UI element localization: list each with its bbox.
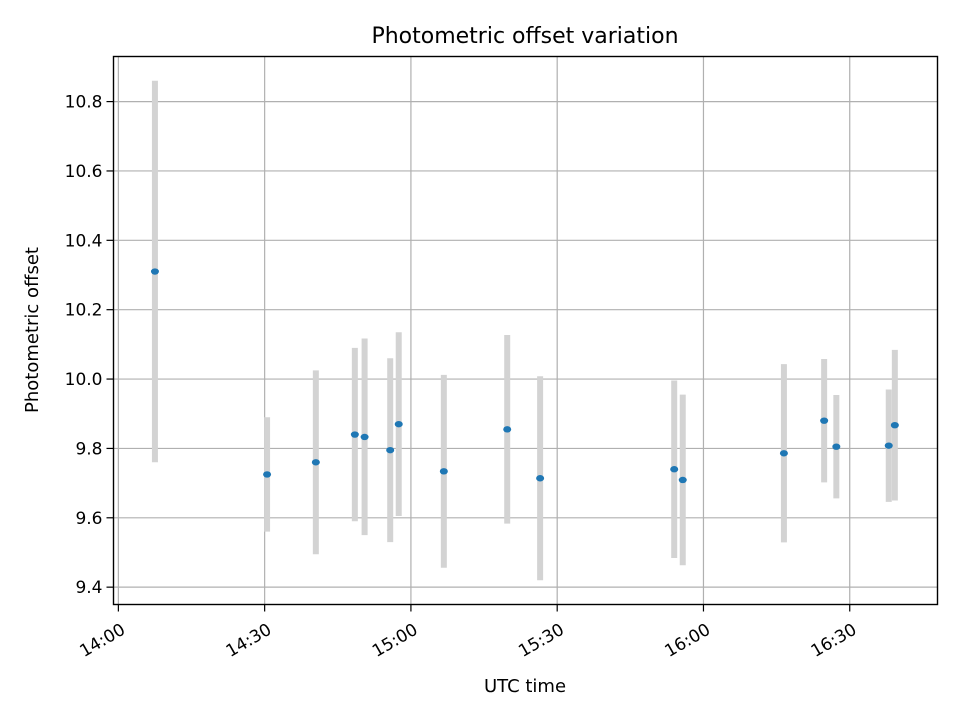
data-point <box>678 476 687 484</box>
y-tick-label: 10.6 <box>65 162 103 182</box>
data-points <box>150 268 899 484</box>
data-point <box>263 471 272 478</box>
x-axis-label: UTC time <box>484 676 566 697</box>
y-tick-label: 9.4 <box>75 578 102 598</box>
data-point <box>394 420 403 428</box>
data-point <box>820 417 829 424</box>
x-tick-label: 14:00 <box>76 620 128 662</box>
axis-ticks: 14:00 14:30 15:00 15:30 16:00 16:30 9.4 9.6 9.8 1… <box>65 93 861 662</box>
y-tick-label: 9.6 <box>75 509 102 529</box>
data-point <box>386 446 395 454</box>
data-point <box>670 466 679 473</box>
data-point <box>536 475 545 482</box>
x-tick-label: 16:00 <box>662 620 714 662</box>
chart-title: Photometric offset variation <box>371 24 678 49</box>
y-tick-label: 10.8 <box>65 93 103 113</box>
x-tick-label: 15:00 <box>369 620 421 662</box>
data-point <box>503 426 512 433</box>
data-point <box>350 431 359 438</box>
data-point <box>311 459 320 466</box>
data-point <box>890 421 899 429</box>
x-tick-label: 14:30 <box>223 620 275 662</box>
y-tick-label: 10.2 <box>65 301 103 321</box>
data-point <box>832 443 841 450</box>
grid <box>113 56 938 605</box>
data-point <box>150 268 159 275</box>
y-tick-label: 9.8 <box>75 439 102 459</box>
data-point <box>779 450 788 457</box>
data-point <box>439 468 448 475</box>
error-bars <box>151 80 898 581</box>
y-tick-label: 10.4 <box>65 231 103 251</box>
y-tick-label: 10.0 <box>65 370 103 390</box>
x-tick-label: 16:30 <box>808 620 860 662</box>
x-tick-label: 15:30 <box>515 620 567 662</box>
plot-frame <box>112 55 939 606</box>
data-point <box>884 442 893 449</box>
y-axis-label: Photometric offset <box>22 247 43 413</box>
data-point <box>360 433 369 441</box>
